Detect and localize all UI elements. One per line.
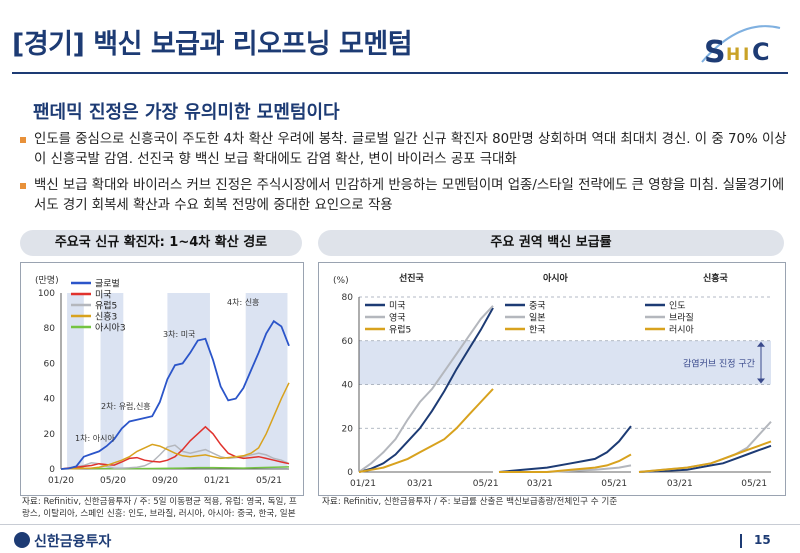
series-line-한국: [499, 453, 632, 473]
page-divider: [740, 534, 742, 548]
bullet-text: 백신 보급 확대와 바이러스 커브 진정은 주식시장에서 민감하게 반응하는 모…: [34, 178, 785, 213]
svg-text:H: H: [726, 45, 740, 65]
confirmed-cases-chart: 0 20 40 60 80 100 (만명) 01/20 05/20 09/20 01/21 05/2…: [35, 275, 290, 486]
section-subtitle: 팬데믹 진정은 가장 유의미한 모멘텀이다: [33, 102, 340, 123]
header-rule: [12, 72, 788, 74]
bullet-item-1: 인도를 중심으로 신흥국이 주도한 4차 확산 우려에 봉착. 글로벌 일간 신…: [20, 130, 790, 170]
series-line-미국: [358, 307, 494, 473]
x-tick-label: 05/21: [256, 476, 282, 486]
shic-logo: S H I C: [701, 25, 781, 70]
series-line-글로벌: [60, 319, 290, 470]
series-line-유럽5: [60, 444, 290, 470]
y-tick-label: 0: [347, 468, 353, 478]
wave-label: 1차: 아시아: [75, 433, 115, 443]
legend-label-미국: 미국: [389, 301, 406, 312]
legend-label-미국: 미국: [95, 290, 112, 301]
series-line-영국: [358, 305, 494, 473]
wave-band: [245, 293, 288, 469]
legend-label-유럽5: 유럽5: [389, 325, 411, 336]
x-tick-label: 05/21: [601, 479, 627, 489]
legend-label-영국: 영국: [389, 313, 406, 324]
y-axis-unit: (%): [333, 276, 349, 286]
x-tick-label: 05/20: [100, 476, 126, 486]
series-line-중국: [498, 425, 632, 473]
x-tick-label: 01/21: [350, 479, 376, 489]
legend-label-러시아: 러시아: [669, 325, 695, 336]
y-axis-unit: (만명): [35, 275, 59, 286]
y-tick-label: 60: [342, 337, 354, 347]
series-line-유럽5: [358, 388, 494, 473]
threshold-band: [359, 340, 771, 385]
wave-band: [67, 293, 84, 469]
legend-label-신흥3: 신흥3: [95, 311, 117, 323]
wave-label: 4차: 신흥: [227, 297, 259, 307]
vaccination-rate-chart: 0 20 40 60 80 (%) 감염커브 진정 구간 선진국 01/21 03/21 05/21…: [333, 272, 772, 489]
left-chart-frame: 0 20 40 60 80 100 (만명) 01/20 05/20 09/20 01/21 05/2…: [20, 262, 304, 496]
x-tick-label: 01/20: [48, 476, 74, 486]
bullet-square-icon: [20, 137, 26, 143]
legend-label-브라질: 브라질: [669, 312, 694, 324]
bullet-text: 인도를 중심으로 신흥국이 주도한 4차 확산 우려에 봉착. 글로벌 일간 신…: [34, 132, 787, 167]
legend-label-글로벌: 글로벌: [95, 279, 120, 290]
wave-label: 3차: 미국: [163, 330, 195, 339]
x-tick-label: 01/21: [204, 476, 230, 486]
y-tick-label: 40: [342, 381, 354, 391]
legend-label-중국: 중국: [529, 301, 546, 312]
left-panel-title: 주요국 신규 확진자: 1~4차 확산 경로: [20, 230, 302, 256]
y-tick-label: 80: [44, 324, 56, 334]
x-tick-label: 03/21: [667, 479, 693, 489]
panel-title: 아시아: [543, 272, 569, 284]
y-tick-label: 0: [49, 465, 55, 475]
footer-rule: [0, 524, 800, 525]
svg-text:S: S: [704, 35, 726, 70]
right-chart-frame: 0 20 40 60 80 (%) 감염커브 진정 구간 선진국 01/21 03/21 05/21…: [318, 262, 786, 496]
page-title: [경기] 백신 보급과 리오프닝 모멘텀: [12, 29, 413, 60]
wave-label: 2차: 유럽,신흥: [101, 401, 151, 411]
series-line-러시아: [638, 440, 772, 473]
panel-title: 선진국: [399, 272, 425, 284]
band-arrow-up-icon: [757, 341, 765, 347]
svg-text:C: C: [752, 38, 770, 66]
legend-label-한국: 한국: [529, 325, 546, 336]
page-number: 15: [754, 533, 771, 547]
wave-band: [100, 293, 124, 469]
y-tick-label: 20: [342, 424, 354, 434]
x-tick-label: 09/20: [152, 476, 178, 486]
x-tick-label: 03/21: [407, 479, 433, 489]
band-label: 감염커브 진정 구간: [683, 358, 755, 370]
brand-name: 신한금융투자: [34, 534, 112, 550]
legend-label-인도: 인도: [669, 301, 686, 312]
x-tick-label: 05/21: [741, 479, 767, 489]
brand-logo-icon: [14, 532, 30, 548]
bullet-item-2: 백신 보급 확대와 바이러스 커브 진정은 주식시장에서 민감하게 반응하는 모…: [20, 176, 790, 216]
svg-text:I: I: [743, 45, 749, 65]
legend-label-일본: 일본: [529, 313, 546, 324]
wave-band: [167, 293, 210, 469]
band-arrow-down-icon: [757, 378, 765, 384]
panel-title: 신흥국: [703, 272, 729, 284]
bullet-square-icon: [20, 183, 26, 189]
right-panel-title: 주요 권역 백신 보급률: [318, 230, 784, 256]
legend-label-유럽5: 유럽5: [95, 301, 117, 312]
y-tick-label: 20: [44, 430, 56, 440]
y-tick-label: 80: [342, 293, 354, 303]
y-tick-label: 100: [38, 289, 55, 299]
series-line-미국: [60, 425, 290, 470]
y-tick-label: 40: [44, 395, 56, 405]
series-line-신흥3: [60, 382, 290, 470]
right-source-note: 자료: Refinitiv, 신한금융투자 / 주: 보급률 산출은 백신보급총…: [322, 497, 618, 507]
series-line-인도: [638, 444, 772, 473]
legend-label-아시아3: 아시아3: [95, 323, 126, 334]
left-source-note: 자료: Refinitiv, 신한금융투자 / 주: 5일 이동평균 적용, 유…: [22, 497, 297, 519]
y-tick-label: 60: [44, 359, 56, 369]
x-tick-label: 05/21: [473, 479, 499, 489]
x-tick-label: 03/21: [527, 479, 553, 489]
